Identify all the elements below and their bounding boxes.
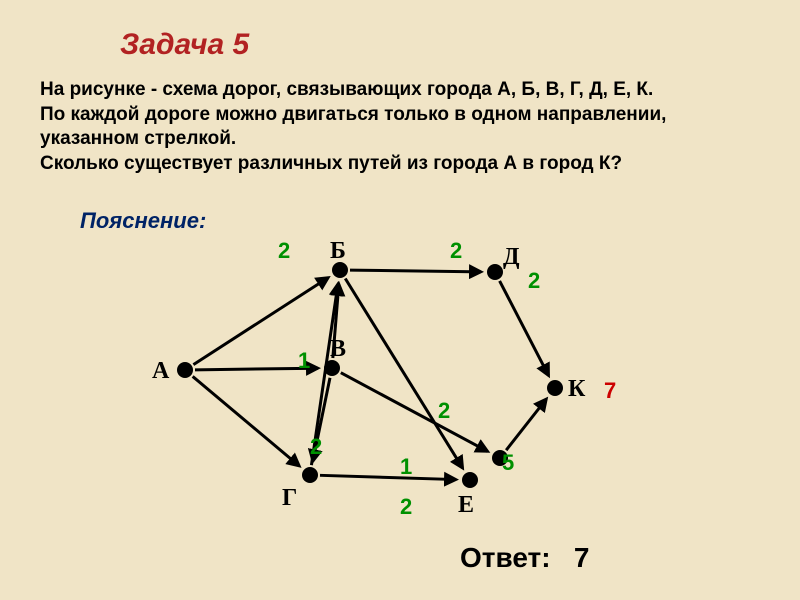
path-count-GE: 1 (400, 454, 412, 480)
node-label-V: В (330, 336, 346, 363)
node-label-B: Б (330, 238, 346, 265)
path-count-BD: 2 (450, 238, 462, 264)
answer-block: Ответ: 7 (460, 542, 590, 574)
node-D (487, 264, 503, 280)
node-A (177, 362, 193, 378)
path-count-K: 7 (604, 378, 616, 404)
path-count-E: 5 (502, 450, 514, 476)
edge (193, 376, 300, 466)
answer-value: 7 (574, 542, 590, 573)
path-count-D: 2 (528, 268, 540, 294)
edge (345, 279, 462, 469)
edge (500, 281, 549, 376)
node-E (462, 472, 478, 488)
path-count-B: 2 (278, 238, 290, 264)
edge (506, 399, 546, 450)
node-label-K: К (568, 376, 585, 403)
node-label-G: Г (282, 485, 297, 512)
answer-label: Ответ: (460, 542, 551, 573)
edge (341, 373, 488, 452)
path-count-VG: 2 (310, 434, 322, 460)
edge (320, 475, 456, 479)
node-G (302, 467, 318, 483)
path-count-G: 2 (400, 494, 412, 520)
node-label-E: Е (458, 492, 474, 519)
path-count-BE: 2 (438, 398, 450, 424)
path-count-V: 1 (298, 348, 310, 374)
edge (350, 270, 481, 272)
node-label-A: А (152, 358, 169, 385)
node-K (547, 380, 563, 396)
node-label-D: Д (503, 244, 520, 271)
